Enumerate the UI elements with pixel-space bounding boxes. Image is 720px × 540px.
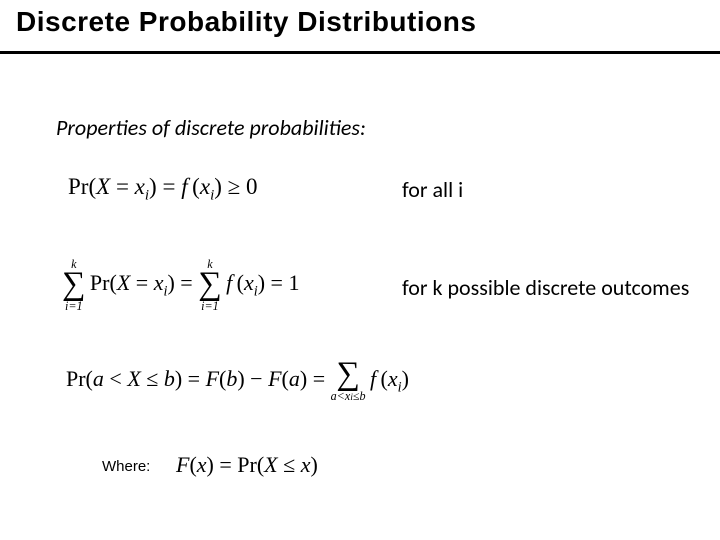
where-equation: F(x) = Pr(X ≤ x) [176,452,318,478]
slide-title: Discrete Probability Distributions [16,6,476,38]
property-1-desc: for all i [402,176,463,203]
where-label: Where: [102,458,150,475]
equation-2: k∑i=1 Pr(X = xi) = k∑i=1 f (xi) = 1 [62,258,299,312]
equation-3: Pr(a < X ≤ b) = F(b) − F(a) = ∑a<xi≤b f … [66,360,409,402]
property-1-row: Pr(X = xi) = f (xi) ≥ 0 [68,174,258,205]
property-3-row: Pr(a < X ≤ b) = F(b) − F(a) = ∑a<xi≤b f … [66,360,409,402]
slide-container: { "title": { "text": "Discrete Probabili… [0,0,720,540]
equation-1: Pr(X = xi) = f (xi) ≥ 0 [68,174,258,205]
where-row: Where: [102,458,150,475]
property-2-row: k∑i=1 Pr(X = xi) = k∑i=1 f (xi) = 1 [62,258,299,312]
title-underline [0,51,720,54]
property-2-desc: for k possible discrete outcomes [402,274,689,301]
subhead: Properties of discrete probabilities: [56,114,366,141]
